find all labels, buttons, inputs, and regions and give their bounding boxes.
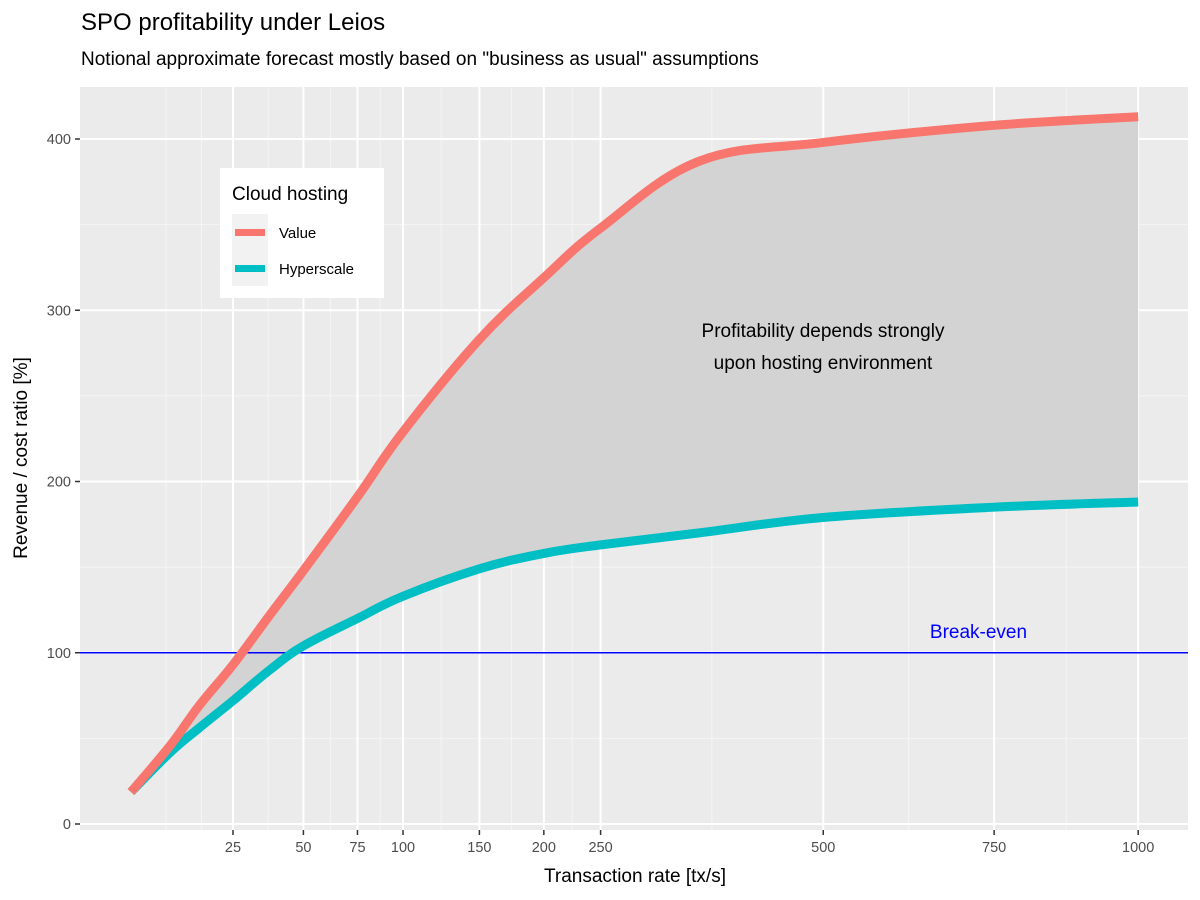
x-axis: 25 50 75 100 150 200 250 500 750 1000: [225, 830, 1154, 856]
x-tick-label: 750: [982, 840, 1006, 856]
y-tick-label: 100: [47, 646, 71, 662]
x-tick-label: 500: [811, 840, 835, 856]
annotation-line-1: Profitability depends strongly: [702, 321, 945, 342]
x-tick-label: 50: [295, 840, 311, 856]
y-tick-label: 0: [63, 817, 71, 833]
x-tick-label: 100: [391, 840, 415, 856]
x-tick-label: 1000: [1122, 840, 1154, 856]
x-axis-title: Transaction rate [tx/s]: [544, 866, 726, 887]
legend-label-hyperscale: Hyperscale: [279, 261, 354, 278]
profitability-ribbon: [131, 116, 1139, 792]
chart-subtitle: Notional approximate forecast mostly bas…: [81, 49, 759, 70]
y-tick-label: 200: [47, 475, 71, 491]
break-even-label: Break-even: [930, 622, 1027, 643]
x-tick-label: 150: [467, 840, 491, 856]
legend-title: Cloud hosting: [232, 184, 348, 205]
value-line: [127, 112, 1139, 795]
y-tick-label: 300: [47, 303, 71, 319]
legend-label-value: Value: [279, 225, 316, 242]
value-legend-swatch: [235, 229, 265, 236]
y-axis: 0 100 200 300 400: [47, 132, 80, 833]
annotation-line-2: upon hosting environment: [714, 353, 933, 374]
legend: Cloud hosting Value Hyperscale: [220, 168, 384, 298]
legend-key-bg: [232, 214, 268, 286]
x-tick-label: 25: [225, 840, 241, 856]
hyperscale-line: [127, 497, 1139, 796]
x-tick-label: 250: [588, 840, 612, 856]
x-tick-label: 75: [349, 840, 365, 856]
y-tick-label: 400: [47, 132, 71, 148]
hyperscale-legend-swatch: [235, 265, 265, 272]
chart-title: SPO profitability under Leios: [81, 9, 385, 36]
x-tick-label: 200: [532, 840, 556, 856]
y-axis-title: Revenue / cost ratio [%]: [11, 357, 32, 559]
